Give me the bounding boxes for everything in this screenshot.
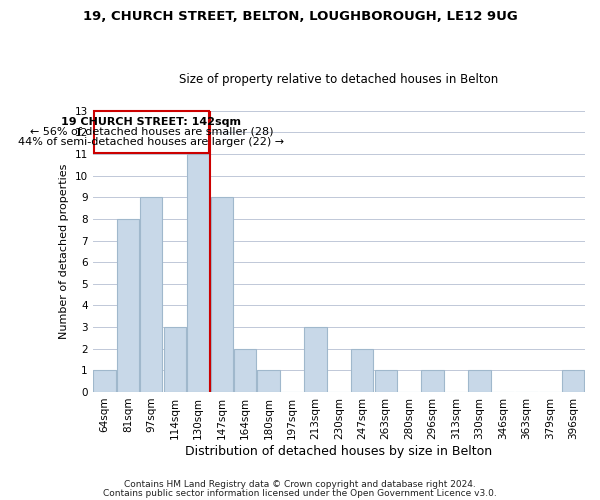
Text: ← 56% of detached houses are smaller (28): ← 56% of detached houses are smaller (28… [29,126,273,136]
Text: Contains public sector information licensed under the Open Government Licence v3: Contains public sector information licen… [103,488,497,498]
Bar [351,348,373,392]
Bar [187,154,209,392]
Title: Size of property relative to detached houses in Belton: Size of property relative to detached ho… [179,73,499,86]
X-axis label: Distribution of detached houses by size in Belton: Distribution of detached houses by size … [185,444,493,458]
Text: 19 CHURCH STREET: 142sqm: 19 CHURCH STREET: 142sqm [61,117,241,127]
Bar [164,327,186,392]
Bar [140,198,163,392]
Bar [257,370,280,392]
Bar [117,219,139,392]
Text: 19, CHURCH STREET, BELTON, LOUGHBOROUGH, LE12 9UG: 19, CHURCH STREET, BELTON, LOUGHBOROUGH,… [83,10,517,23]
Bar [304,327,326,392]
Bar [211,198,233,392]
Bar [93,370,116,392]
Bar [374,370,397,392]
Bar [469,370,491,392]
Text: 44% of semi-detached houses are larger (22) →: 44% of semi-detached houses are larger (… [18,136,284,146]
FancyBboxPatch shape [94,111,209,153]
Bar [562,370,584,392]
Text: Contains HM Land Registry data © Crown copyright and database right 2024.: Contains HM Land Registry data © Crown c… [124,480,476,489]
Bar [421,370,444,392]
Y-axis label: Number of detached properties: Number of detached properties [59,164,69,339]
Bar [234,348,256,392]
